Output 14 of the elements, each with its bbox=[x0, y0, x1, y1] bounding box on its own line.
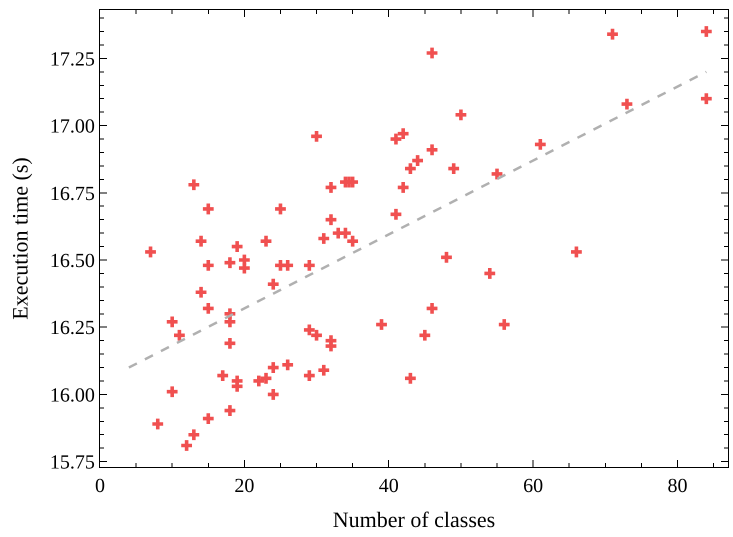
x-axis-title: Number of classes bbox=[332, 507, 496, 532]
y-tick-label: 16.75 bbox=[50, 182, 95, 205]
x-tick-label: 80 bbox=[667, 475, 688, 498]
x-tick-label: 60 bbox=[523, 475, 544, 498]
y-tick-label: 16.25 bbox=[50, 317, 95, 340]
y-tick-label: 16.50 bbox=[50, 250, 95, 272]
x-tick-label: 40 bbox=[378, 475, 399, 498]
x-tick-label: 20 bbox=[234, 475, 254, 498]
y-axis-title: Execution time (s) bbox=[8, 157, 33, 320]
x-tick-label: 0 bbox=[95, 475, 105, 498]
y-tick-label: 15.75 bbox=[50, 452, 95, 474]
y-tick-label: 17.25 bbox=[50, 48, 95, 70]
y-tick-label: 17.00 bbox=[50, 116, 95, 138]
y-tick-label: 16.00 bbox=[50, 384, 95, 406]
